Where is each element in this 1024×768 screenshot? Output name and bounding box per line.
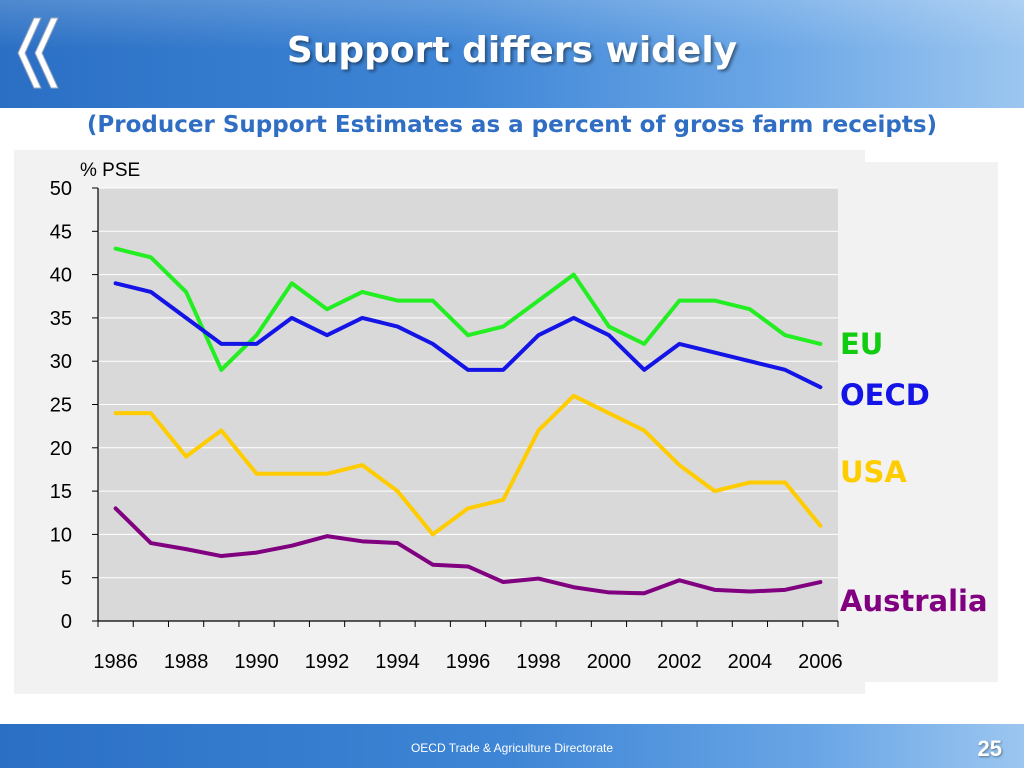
footer-text: OECD Trade & Agriculture Directorate bbox=[410, 741, 614, 755]
series-line-usa bbox=[113, 393, 823, 537]
series-line-eu bbox=[113, 246, 823, 372]
y-tick-label: 10 bbox=[50, 524, 72, 546]
series-line-oecd bbox=[113, 281, 823, 390]
y-tick-label: 50 bbox=[50, 178, 72, 200]
x-tick-label: 2000 bbox=[587, 651, 632, 673]
y-tick-label: 35 bbox=[50, 308, 72, 330]
x-tick-label: 1986 bbox=[93, 651, 138, 673]
y-tick-label: 45 bbox=[50, 221, 72, 243]
x-tick-label: 2004 bbox=[728, 651, 773, 673]
y-axis-label: % PSE bbox=[80, 160, 140, 181]
series-label-australia: Australia bbox=[840, 584, 988, 618]
gridlines bbox=[98, 187, 838, 579]
x-tick-label: 1994 bbox=[375, 651, 420, 673]
title-banner bbox=[0, 0, 1024, 108]
x-tick-label: 1990 bbox=[234, 651, 279, 673]
series-label-eu: EU bbox=[840, 327, 884, 361]
y-tick-label: 25 bbox=[50, 395, 72, 417]
axes bbox=[92, 187, 839, 627]
slide-title: Support differs widely bbox=[286, 30, 738, 71]
y-tick-label: 15 bbox=[50, 481, 72, 503]
footer-bar bbox=[0, 724, 1024, 768]
x-tick-label: 1992 bbox=[305, 651, 350, 673]
x-tick-label: 2002 bbox=[657, 651, 702, 673]
x-tick-label: 1998 bbox=[516, 651, 561, 673]
series-lines bbox=[113, 246, 823, 596]
oecd-logo-icon bbox=[17, 17, 59, 89]
x-tick-label: 1988 bbox=[164, 651, 209, 673]
y-tick-label: 5 bbox=[61, 568, 72, 590]
y-tick-label: 20 bbox=[50, 438, 72, 460]
x-axis-tick-labels: 1986 1988 1990 1992 1994 1996 1998 2000 2002 2004… bbox=[93, 651, 842, 673]
y-axis-tick-labels: 0 5 10 15 20 25 30 35 40 45 50 bbox=[50, 178, 72, 633]
series-line-australia bbox=[113, 506, 823, 596]
y-tick-label: 0 bbox=[61, 611, 72, 633]
y-tick-label: 30 bbox=[50, 351, 72, 373]
y-tick-label: 40 bbox=[50, 265, 72, 287]
x-tick-label: 2006 bbox=[798, 651, 843, 673]
series-label-usa: USA bbox=[840, 455, 907, 489]
slide-subtitle: (Producer Support Estimates as a percent… bbox=[86, 112, 938, 138]
x-tick-label: 1996 bbox=[446, 651, 491, 673]
page-number: 25 bbox=[977, 736, 1002, 761]
series-label-oecd: OECD bbox=[840, 378, 930, 412]
